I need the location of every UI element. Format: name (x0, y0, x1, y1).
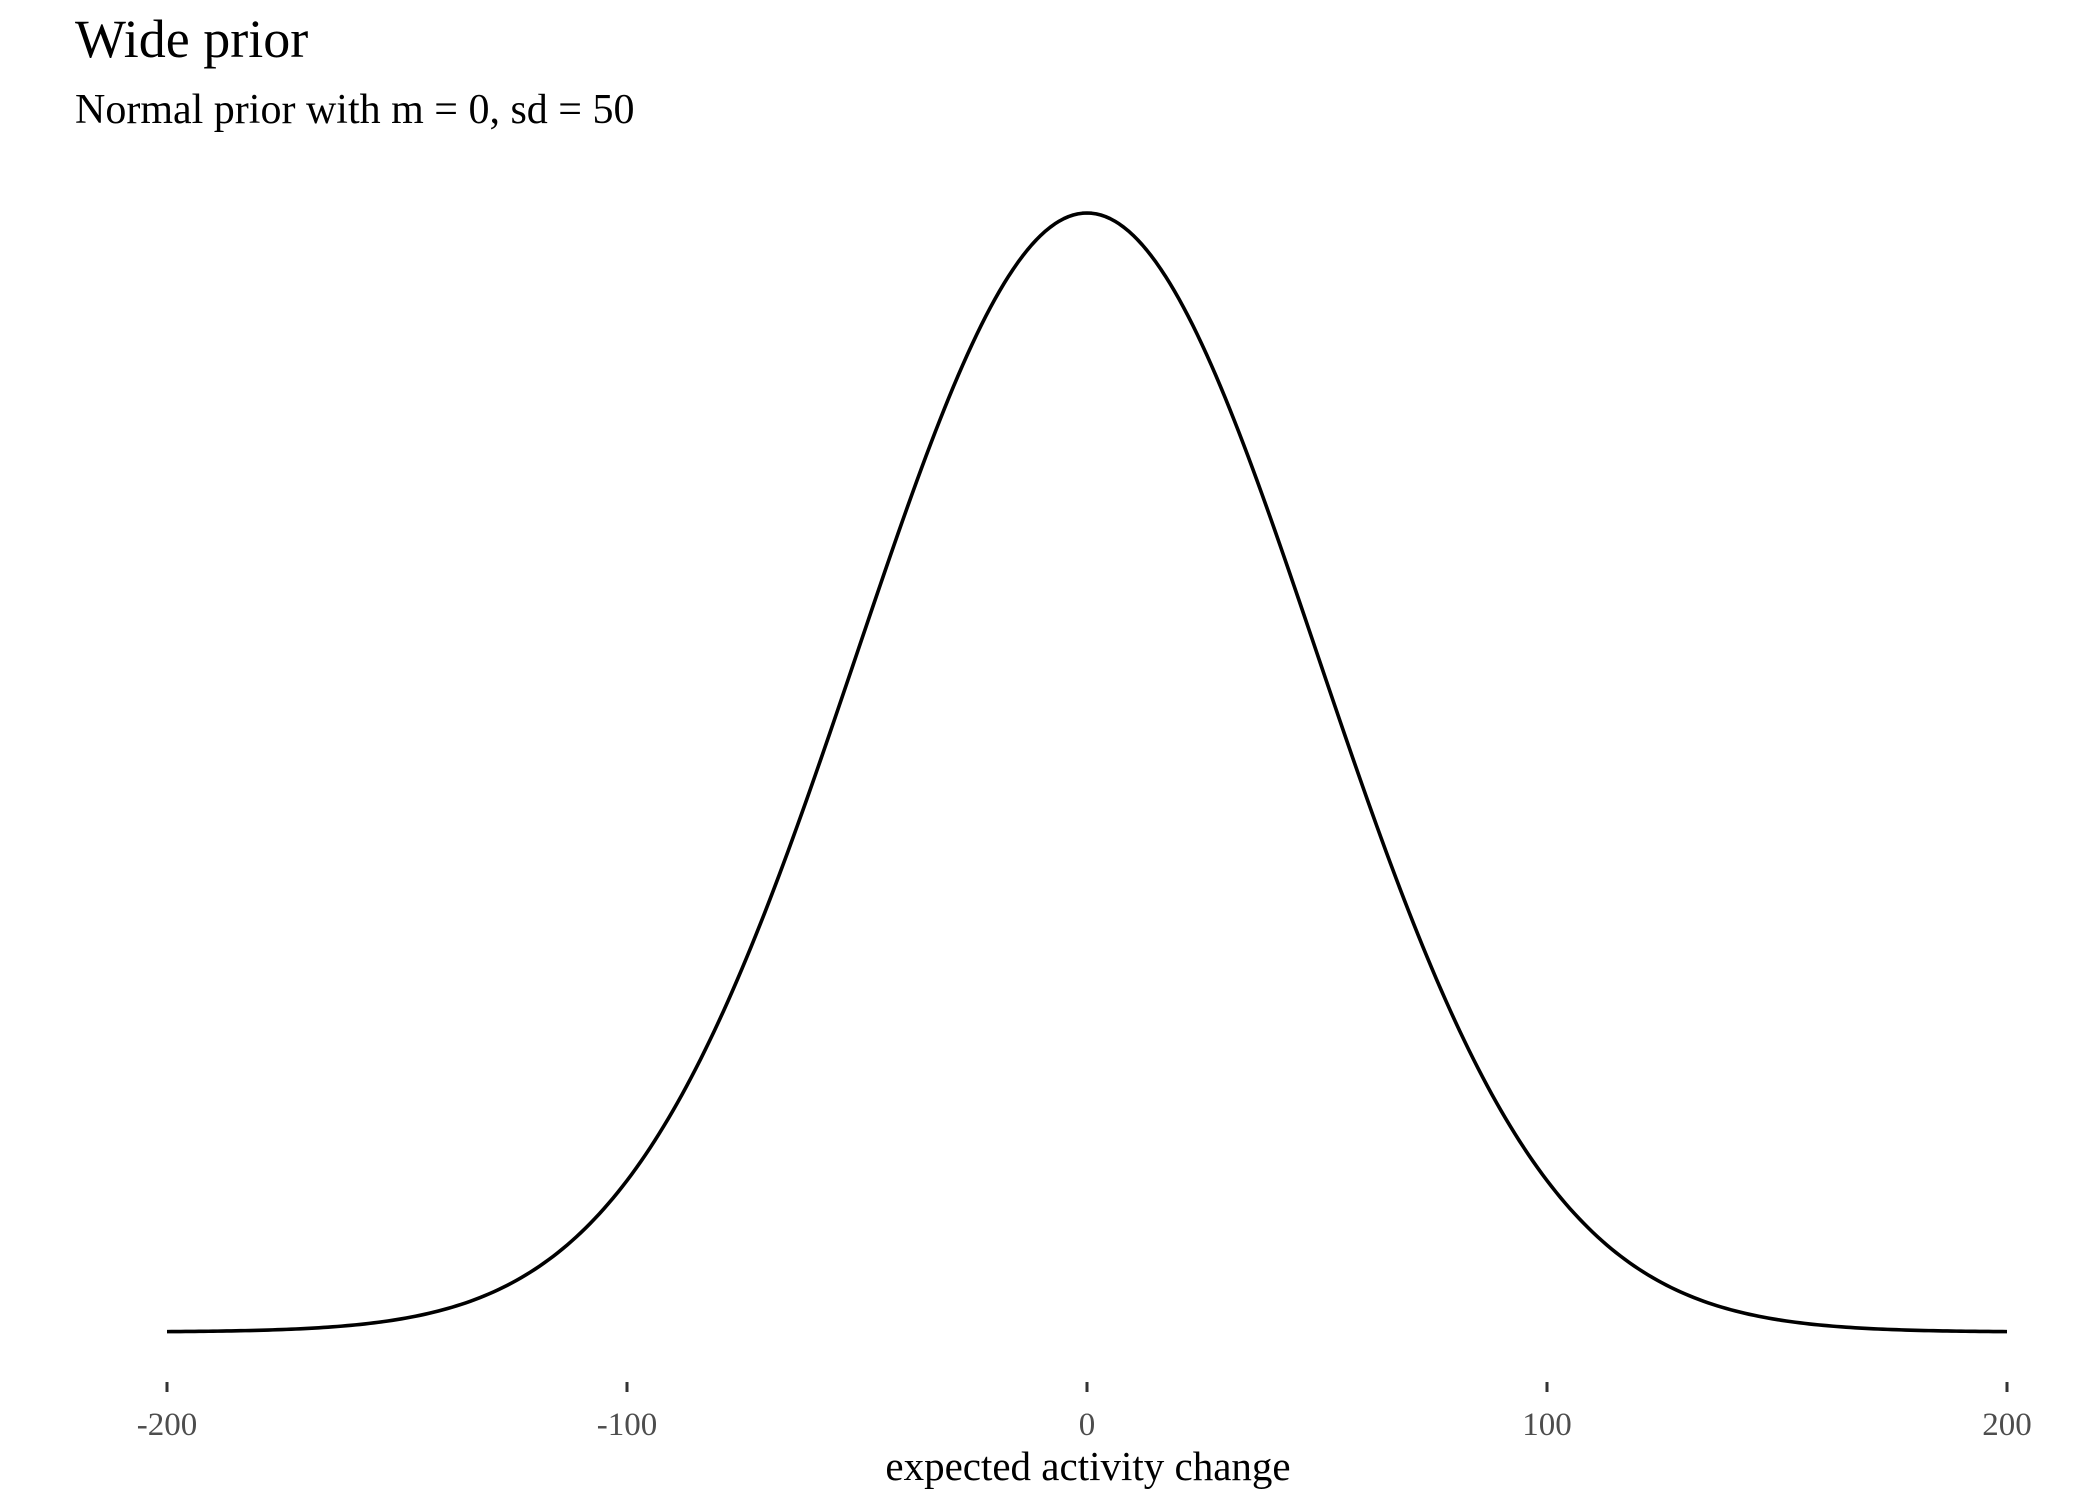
density-curve (166, 211, 2008, 1334)
x-tick-label: -100 (597, 1407, 658, 1443)
x-tick-label: -200 (137, 1407, 198, 1443)
chart-title: Wide prior (75, 9, 308, 69)
x-tick-label: 200 (1982, 1407, 2032, 1443)
x-tick-label: 0 (1079, 1407, 1096, 1443)
x-axis-label: expected activity change (885, 1443, 1290, 1489)
plot-area (166, 211, 2008, 1334)
x-axis: -200 -100 0 100 200 (137, 1382, 2032, 1443)
chart-subtitle: Normal prior with m = 0, sd = 50 (75, 87, 635, 133)
x-tick-label: 100 (1522, 1407, 1572, 1443)
